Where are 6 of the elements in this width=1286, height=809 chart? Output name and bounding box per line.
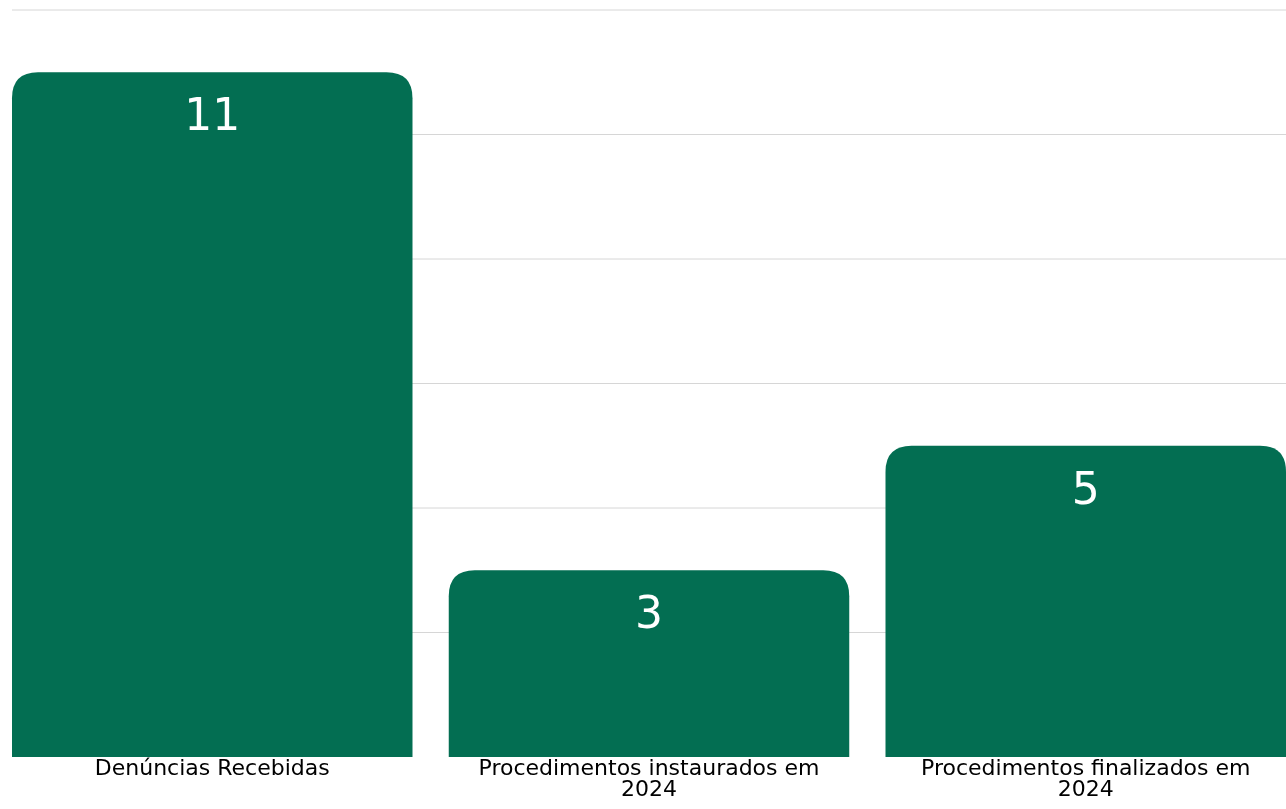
x-tick-label: Procedimentos finalizados em 2024 <box>921 755 1251 802</box>
x-tick-label: Procedimentos instaurados em 2024 <box>478 755 820 802</box>
data-label: 3 <box>635 587 663 639</box>
data-label: 5 <box>1071 462 1100 514</box>
x-tick-label: Denúncias Recebidas <box>94 755 330 781</box>
data-label: 11 <box>184 89 241 141</box>
